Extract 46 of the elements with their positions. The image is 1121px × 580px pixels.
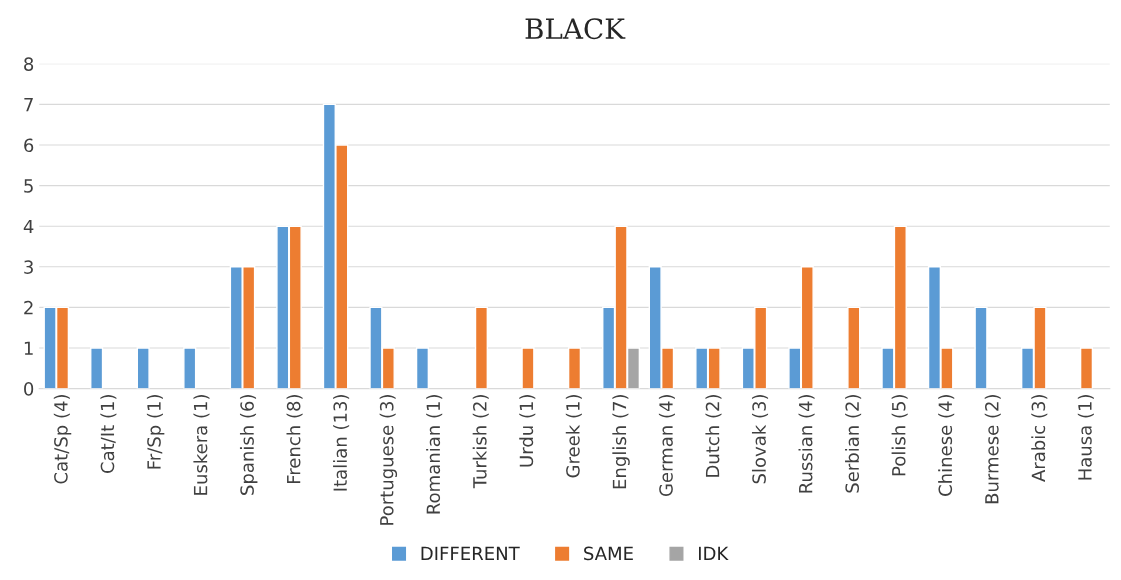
x-tick-label: Italian (13) [333,395,350,491]
bar [521,347,535,389]
x-tick-label: Burmese (2) [984,395,1001,504]
bar [183,347,197,389]
y-tick-label: 0 [24,382,34,396]
y-tick-label: 1 [24,341,33,355]
legend-label: SAME [584,546,633,561]
y-tick-label: 3 [24,260,33,274]
bar [1079,347,1094,389]
x-tick-label: Romanian (1) [426,395,443,514]
y-tick-label: 7 [24,98,33,112]
x-tick-label: Turkish (2) [472,395,489,489]
bar [974,306,988,389]
y-tick-label: 5 [24,179,33,193]
x-tick-label: Russian (4) [798,395,815,493]
y-tick-label: 8 [24,57,34,71]
legend-label: DIFFERENT [421,546,520,560]
y-tick-label: 6 [24,138,34,153]
bar [847,306,861,389]
x-tick-label: Portuguese (3) [379,395,398,525]
y-tick-label: 4 [23,219,34,234]
x-tick-label: French (8) [286,395,303,484]
x-tick-label: Urdu (1) [519,395,536,467]
x-tick-label: Spanish (6) [239,395,258,495]
x-tick-label: Fr/Sp (1) [146,395,165,469]
y-tick-label: 2 [24,300,33,315]
x-tick-label: German (4) [658,395,675,497]
legend-label: IDK [698,546,729,560]
chart-title: BLACK [525,18,626,40]
bar [136,347,150,389]
x-tick-label: Chinese (4) [938,395,955,496]
x-tick-label: Slovak (3) [751,395,769,484]
x-tick-label: Cat/It (1) [100,395,117,473]
bar [474,306,489,389]
x-tick-label: Cat/Sp (4) [53,395,72,484]
x-tick-label: Polish (5) [891,395,908,476]
x-tick-label: Greek (1) [565,395,582,478]
x-tick-label: Dutch (2) [705,395,722,477]
x-tick-label: Hausa (1) [1077,395,1094,480]
x-tick-label: English (7) [612,395,630,489]
x-tick-label: Euskera (1) [193,395,210,495]
x-tick-label: Serbian (2) [845,395,862,493]
bar [415,347,430,389]
bar [567,347,582,389]
x-tick-label: Arabic (3) [1031,395,1048,482]
bar [90,347,104,389]
